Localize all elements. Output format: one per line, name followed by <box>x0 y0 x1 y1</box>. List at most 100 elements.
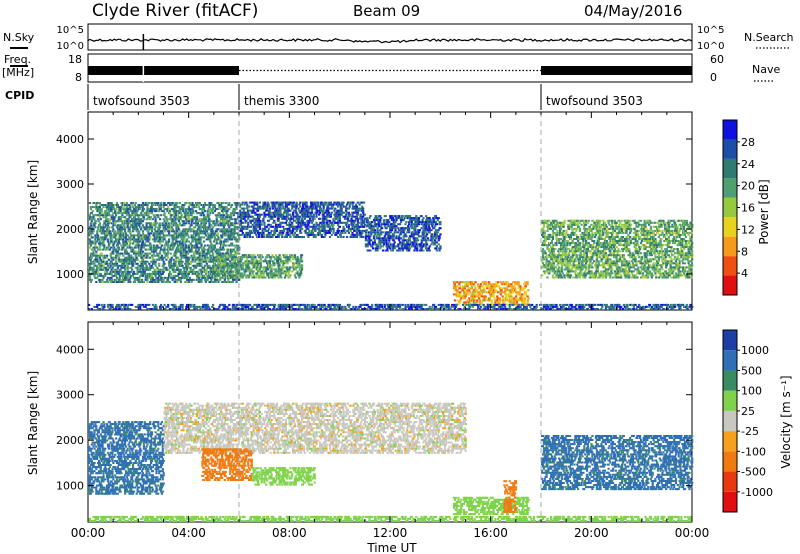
power-echo-cell <box>132 275 134 277</box>
power-echo-cell <box>333 220 335 222</box>
power-echo-cell <box>311 212 313 214</box>
power-echo-cell <box>175 259 177 261</box>
power-echo-cell <box>271 230 273 232</box>
power-echo-cell <box>99 249 101 251</box>
power-echo-cell <box>150 222 152 224</box>
power-echo-cell <box>253 254 255 256</box>
power-echo-cell <box>181 257 183 259</box>
power-echo-cell <box>428 225 430 227</box>
nave-tick-top: 60 <box>710 53 724 66</box>
power-echo-cell <box>234 277 236 279</box>
power-echo-cell <box>132 243 134 245</box>
power-echo-cell <box>201 271 203 273</box>
power-echo-cell <box>220 264 222 266</box>
power-echo-cell <box>217 208 219 210</box>
power-echo-cell <box>188 281 190 283</box>
power-echo-cell <box>146 265 148 267</box>
power-echo-cell <box>111 261 113 263</box>
power-echo-cell <box>180 218 182 220</box>
power-echo-cell <box>135 255 137 257</box>
power-echo-cell <box>191 214 193 216</box>
power-echo-cell <box>123 263 125 265</box>
power-echo-cell <box>200 222 202 224</box>
power-echo-cell <box>176 202 178 204</box>
power-echo-cell <box>315 216 317 218</box>
power-echo-cell <box>159 271 161 273</box>
freq-unit-label: [MHz] <box>2 66 34 79</box>
power-echo-cell <box>155 241 157 243</box>
power-echo-cell <box>138 232 140 234</box>
power-echo-cell <box>216 216 218 218</box>
power-echo-cell <box>183 204 185 206</box>
power-echo-cell <box>206 259 208 261</box>
power-echo-cell <box>418 231 420 233</box>
power-echo-cell <box>142 230 144 232</box>
power-echo-cell <box>175 216 177 218</box>
power-echo-cell <box>186 238 188 240</box>
power-echo-cell <box>429 217 431 219</box>
power-echo-cell <box>164 245 166 247</box>
power-echo-cell <box>289 236 291 238</box>
power-echo-cell <box>211 236 213 238</box>
power-echo-cell <box>264 228 266 230</box>
power-echo-cell <box>250 226 252 228</box>
power-echo-cell <box>318 224 320 226</box>
power-echo-cell <box>355 204 357 206</box>
power-echo-cell <box>424 237 426 239</box>
power-echo-cell <box>141 279 143 281</box>
power-echo-cell <box>95 253 97 255</box>
power-echo-cell <box>203 206 205 208</box>
power-echo-cell <box>307 224 309 226</box>
power-echo-cell <box>155 238 157 240</box>
power-echo-cell <box>89 238 91 240</box>
power-echo-cell <box>172 202 174 204</box>
power-echo-cell <box>365 231 367 233</box>
power-echo-cell <box>167 257 169 259</box>
power-echo-cell <box>148 238 150 240</box>
power-echo-cell <box>369 235 371 237</box>
power-echo-cell <box>378 235 380 237</box>
power-echo-cell <box>272 208 274 210</box>
power-echo-cell <box>165 222 167 224</box>
power-echo-cell <box>217 281 219 283</box>
power-echo-cell <box>128 228 130 230</box>
power-echo-cell <box>216 277 218 279</box>
power-echo-cell <box>403 231 405 233</box>
power-echo-cell <box>395 221 397 223</box>
power-echo-cell <box>228 204 230 206</box>
power-echo-cell <box>205 218 207 220</box>
power-echo-cell <box>395 225 397 227</box>
power-echo-cell <box>314 224 316 226</box>
power-echo-cell <box>242 222 244 224</box>
power-echo-cell <box>111 226 113 228</box>
power-echo-cell <box>102 263 104 265</box>
station-title: Clyde River (fitACF) <box>92 1 258 21</box>
power-echo-cell <box>425 225 427 227</box>
power-echo-cell <box>235 254 237 256</box>
nsky-tick-bottom: 10^0 <box>57 41 84 52</box>
power-echo-cell <box>421 247 423 249</box>
power-echo-cell <box>422 219 424 221</box>
power-echo-cell <box>333 204 335 206</box>
power-echo-cell <box>339 216 341 218</box>
power-echo-cell <box>403 237 405 239</box>
power-echo-cell <box>213 249 215 251</box>
power-echo-cell <box>151 230 153 232</box>
power-echo-cell <box>317 204 319 206</box>
power-echo-cell <box>413 243 415 245</box>
power-echo-cell <box>160 204 162 206</box>
power-echo-cell <box>312 232 314 234</box>
power-echo-cell <box>363 222 365 224</box>
power-echo-cell <box>247 218 249 220</box>
power-echo-cell <box>294 232 296 234</box>
power-echo-cell <box>349 204 351 206</box>
power-echo-cell <box>108 212 110 214</box>
power-echo-cell <box>177 226 179 228</box>
power-echo-cell <box>392 250 394 252</box>
power-echo-cell <box>118 249 120 251</box>
power-echo-cell <box>102 269 104 271</box>
power-echo-cell <box>345 224 347 226</box>
power-echo-cell <box>269 208 271 210</box>
power-echo-cell <box>263 224 265 226</box>
power-echo-cell <box>90 281 92 283</box>
